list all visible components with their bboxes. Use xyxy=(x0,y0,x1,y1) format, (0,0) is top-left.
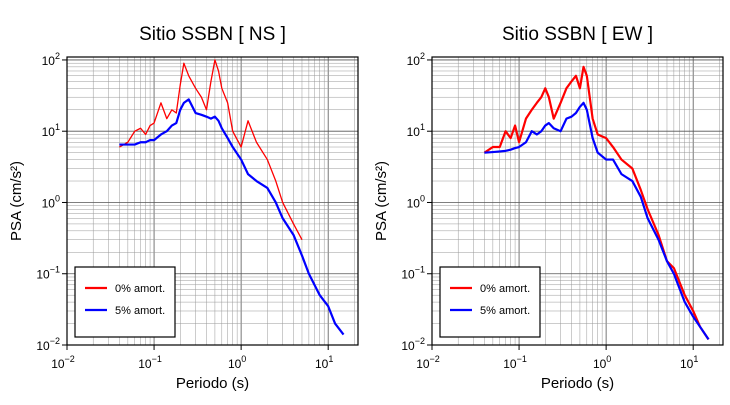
x-axis-label: Periodo (s) xyxy=(176,375,249,392)
tick-label: 100 xyxy=(228,354,246,371)
y-axis-label: PSA (cm/s²) xyxy=(373,161,390,241)
tick-exponent: 2 xyxy=(55,51,60,61)
tick-base: 10 xyxy=(407,196,421,210)
tick-label: 100 xyxy=(593,354,611,371)
tick-base: 10 xyxy=(680,357,694,371)
tick-base: 10 xyxy=(42,125,56,139)
legend-label: 0% amort. xyxy=(115,283,165,295)
tick-label: 10−1 xyxy=(138,354,162,371)
tick-exponent: 0 xyxy=(241,354,246,364)
tick-base: 10 xyxy=(36,339,50,353)
tick-label: 10−2 xyxy=(51,354,75,371)
tick-base: 10 xyxy=(42,196,56,210)
tick-exponent: −1 xyxy=(415,265,425,275)
tick-label: 10−1 xyxy=(36,265,60,282)
tick-base: 10 xyxy=(315,357,329,371)
tick-base: 10 xyxy=(416,357,430,371)
y-axis-label: PSA (cm/s²) xyxy=(8,161,25,241)
tick-exponent: 1 xyxy=(328,354,333,364)
tick-label: 10−2 xyxy=(401,336,425,353)
tick-base: 10 xyxy=(407,54,421,68)
tick-exponent: 0 xyxy=(420,193,425,203)
tick-base: 10 xyxy=(36,268,50,282)
series-line xyxy=(484,101,710,340)
tick-exponent: −2 xyxy=(415,336,425,346)
tick-label: 102 xyxy=(407,51,425,68)
tick-exponent: 1 xyxy=(420,122,425,132)
tick-label: 101 xyxy=(315,354,333,371)
tick-label: 101 xyxy=(407,122,425,139)
legend-label: 0% amort. xyxy=(480,283,530,295)
chart-title: Sitio SSBN [ EW ] xyxy=(502,24,653,45)
legend-box xyxy=(74,266,176,338)
tick-exponent: −2 xyxy=(430,354,440,364)
tick-base: 10 xyxy=(138,357,152,371)
tick-label: 10−2 xyxy=(36,336,60,353)
plot-frame xyxy=(431,56,724,346)
tick-exponent: 0 xyxy=(606,354,611,364)
tick-base: 10 xyxy=(42,54,56,68)
tick-label: 101 xyxy=(680,354,698,371)
tick-exponent: −1 xyxy=(50,265,60,275)
tick-label: 102 xyxy=(42,51,60,68)
tick-exponent: −1 xyxy=(517,354,527,364)
tick-base: 10 xyxy=(503,357,517,371)
tick-base: 10 xyxy=(407,125,421,139)
tick-exponent: 2 xyxy=(420,51,425,61)
tick-base: 10 xyxy=(228,357,242,371)
tick-label: 101 xyxy=(42,122,60,139)
tick-base: 10 xyxy=(51,357,65,371)
legend-label: 5% amort. xyxy=(480,305,530,317)
tick-label: 100 xyxy=(42,193,60,210)
legend-label: 5% amort. xyxy=(115,305,165,317)
tick-label: 10−1 xyxy=(401,265,425,282)
tick-exponent: 1 xyxy=(693,354,698,364)
series-line xyxy=(119,98,345,336)
tick-exponent: −1 xyxy=(152,354,162,364)
plot-frame xyxy=(66,56,359,346)
tick-label: 10−2 xyxy=(416,354,440,371)
tick-base: 10 xyxy=(401,339,415,353)
tick-label: 100 xyxy=(407,193,425,210)
tick-base: 10 xyxy=(593,357,607,371)
tick-exponent: 1 xyxy=(55,122,60,132)
x-axis-label: Periodo (s) xyxy=(541,375,614,392)
series-line xyxy=(119,59,303,241)
series-line xyxy=(483,65,710,340)
tick-exponent: −2 xyxy=(50,336,60,346)
tick-exponent: −2 xyxy=(65,354,75,364)
tick-exponent: 0 xyxy=(55,193,60,203)
chart-title: Sitio SSBN [ NS ] xyxy=(139,24,286,45)
tick-label: 10−1 xyxy=(503,354,527,371)
tick-base: 10 xyxy=(401,268,415,282)
legend-box xyxy=(439,266,541,338)
